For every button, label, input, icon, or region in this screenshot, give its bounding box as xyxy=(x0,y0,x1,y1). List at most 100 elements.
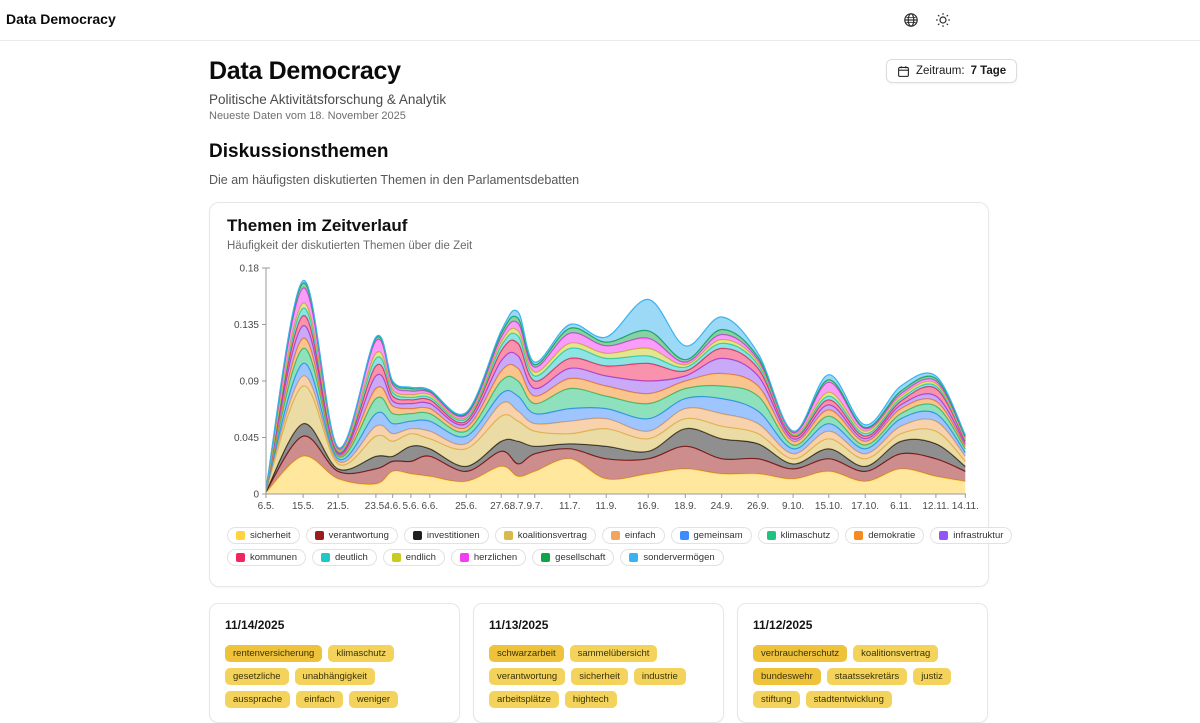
svg-text:27.6.: 27.6. xyxy=(490,501,512,512)
svg-text:9.7.: 9.7. xyxy=(526,501,543,512)
legend-swatch xyxy=(541,553,551,562)
topic-tag: unabhängigkeit xyxy=(294,668,375,685)
legend-chip-einfach[interactable]: einfach xyxy=(601,527,665,544)
topic-tag: staatssekretärs xyxy=(826,668,908,685)
svg-text:14.11.: 14.11. xyxy=(952,501,979,512)
svg-text:6.11.: 6.11. xyxy=(890,501,912,512)
legend-chip-klimaschutz[interactable]: klimaschutz xyxy=(757,527,840,544)
legend-chip-infrastruktur[interactable]: infrastruktur xyxy=(930,527,1013,544)
legend-label: klimaschutz xyxy=(780,530,831,541)
svg-text:24.9.: 24.9. xyxy=(711,501,733,512)
area-deutlich xyxy=(266,307,966,491)
topbar-actions xyxy=(903,12,951,28)
day-card: 11/13/2025 schwarzarbeit sammelübersicht v… xyxy=(473,603,724,723)
area-verantwortung xyxy=(266,435,966,493)
svg-text:16.9.: 16.9. xyxy=(637,501,659,512)
legend-chip-verantwortung[interactable]: verantwortung xyxy=(305,527,398,544)
y-axis: 0 0.045 0.09 0.135 0.18 xyxy=(234,264,270,501)
legend-swatch xyxy=(854,531,864,540)
svg-text:11.7.: 11.7. xyxy=(559,501,581,512)
topic-tag: rentenversicherung xyxy=(225,645,323,662)
sun-icon[interactable] xyxy=(935,12,951,28)
topic-tag: weniger xyxy=(348,691,399,708)
day-card: 11/12/2025 verbraucherschutz koalitionsve… xyxy=(737,603,988,723)
legend-chip-endlich[interactable]: endlich xyxy=(382,549,445,566)
area-sicherheit xyxy=(266,456,966,494)
svg-text:15.10.: 15.10. xyxy=(815,501,843,512)
legend-label: sicherheit xyxy=(250,530,291,541)
legend-swatch xyxy=(412,531,422,540)
legend-chip-investitionen[interactable]: investitionen xyxy=(403,527,489,544)
line-sondervermögen xyxy=(266,279,966,490)
legend-chip-herzlichen[interactable]: herzlichen xyxy=(450,549,527,566)
line-koalitionsvertrag xyxy=(266,385,966,491)
topic-tag: koalitionsvertrag xyxy=(853,645,939,662)
app-title: Data Democracy xyxy=(6,11,116,27)
legend-swatch xyxy=(503,531,513,540)
svg-text:0.135: 0.135 xyxy=(234,320,259,331)
legend-label: kommunen xyxy=(250,552,297,563)
svg-text:12.11.: 12.11. xyxy=(922,501,949,512)
svg-text:18.9.: 18.9. xyxy=(674,501,696,512)
x-axis: 6.5. 15.5. 21.5. 23.5.4.6. 5.6. 6.6. 25.6. 27.6… xyxy=(258,493,979,512)
period-value: 7 Tage xyxy=(970,65,1007,77)
area-herzlichen xyxy=(266,287,966,491)
topic-tag: justiz xyxy=(913,668,951,685)
svg-text:25.6.: 25.6. xyxy=(455,501,477,512)
topic-tag: industrie xyxy=(633,668,686,685)
legend-swatch xyxy=(314,531,324,540)
page-subtitle: Politische Aktivitätsforschung & Analyti… xyxy=(209,92,447,107)
section-title: Diskussionsthemen xyxy=(209,141,389,162)
area-gemeinsam xyxy=(266,363,966,491)
svg-text:17.10.: 17.10. xyxy=(851,501,879,512)
period-selector-button[interactable]: Zeitraum: 7 Tage xyxy=(886,59,1018,83)
legend-label: einfach xyxy=(624,530,656,541)
globe-icon[interactable] xyxy=(903,12,919,28)
legend-chip-sondervermögen[interactable]: sondervermögen xyxy=(620,549,724,566)
legend-chip-sicherheit[interactable]: sicherheit xyxy=(227,527,300,544)
day-card-tags: schwarzarbeit sammelübersicht verantwortun… xyxy=(489,645,708,708)
svg-text:4.6.: 4.6. xyxy=(384,501,401,512)
legend-label: verantwortung xyxy=(328,530,389,541)
chart-subtitle: Häufigkeit der diskutierten Themen über … xyxy=(227,240,473,252)
top-bar: Data Democracy xyxy=(0,0,1200,41)
area-endlich xyxy=(266,302,966,491)
legend-label: gemeinsam xyxy=(693,530,743,541)
legend-swatch xyxy=(610,531,620,540)
topics-area-chart: 0 0.045 0.09 0.135 0.18 6.5. 15.5. 21.5. 23.5.4.… xyxy=(234,264,979,513)
legend-chip-kommunen[interactable]: kommunen xyxy=(227,549,306,566)
last-updated-text: Neueste Daten vom 18. November 2025 xyxy=(209,110,406,122)
area-koalitionsvertrag xyxy=(266,385,966,492)
legend-chip-koalitionsvertrag[interactable]: koalitionsvertrag xyxy=(494,527,596,544)
area-kommunen xyxy=(266,315,966,491)
legend-chip-demokratie[interactable]: demokratie xyxy=(845,527,925,544)
svg-text:6.5.: 6.5. xyxy=(258,501,275,512)
area-demokratie xyxy=(266,338,966,491)
legend-chip-deutlich[interactable]: deutlich xyxy=(312,549,377,566)
topic-tag: klimaschutz xyxy=(328,645,394,662)
legend-chip-gesellschaft[interactable]: gesellschaft xyxy=(532,549,615,566)
area-infrastruktur xyxy=(266,325,966,491)
day-card-tags: rentenversicherung klimaschutz gesetzliche… xyxy=(225,645,444,708)
svg-text:0.18: 0.18 xyxy=(240,264,260,275)
topic-tag: stiftung xyxy=(753,691,800,708)
area-investitionen xyxy=(266,423,966,492)
topic-tag: schwarzarbeit xyxy=(489,645,564,662)
topic-tag: einfach xyxy=(296,691,343,708)
legend-label: herzlichen xyxy=(473,552,518,563)
chart-title: Themen im Zeitverlauf xyxy=(227,216,408,235)
area-series-group xyxy=(266,279,966,494)
legend-chip-gemeinsam[interactable]: gemeinsam xyxy=(670,527,752,544)
day-card-date: 11/13/2025 xyxy=(489,618,549,632)
legend-swatch xyxy=(679,531,689,540)
topic-tag: sicherheit xyxy=(571,668,628,685)
topic-tag: verantwortung xyxy=(489,668,566,685)
svg-text:15.5.: 15.5. xyxy=(292,501,314,512)
svg-text:11.9.: 11.9. xyxy=(595,501,617,512)
svg-text:6.6.: 6.6. xyxy=(421,501,438,512)
svg-text:26.9.: 26.9. xyxy=(747,501,769,512)
svg-text:21.5.: 21.5. xyxy=(327,501,349,512)
day-card-tags: verbraucherschutz koalitionsvertrag bundes… xyxy=(753,645,972,708)
svg-text:23.5.: 23.5. xyxy=(365,501,387,512)
topic-tag: gesetzliche xyxy=(225,668,289,685)
